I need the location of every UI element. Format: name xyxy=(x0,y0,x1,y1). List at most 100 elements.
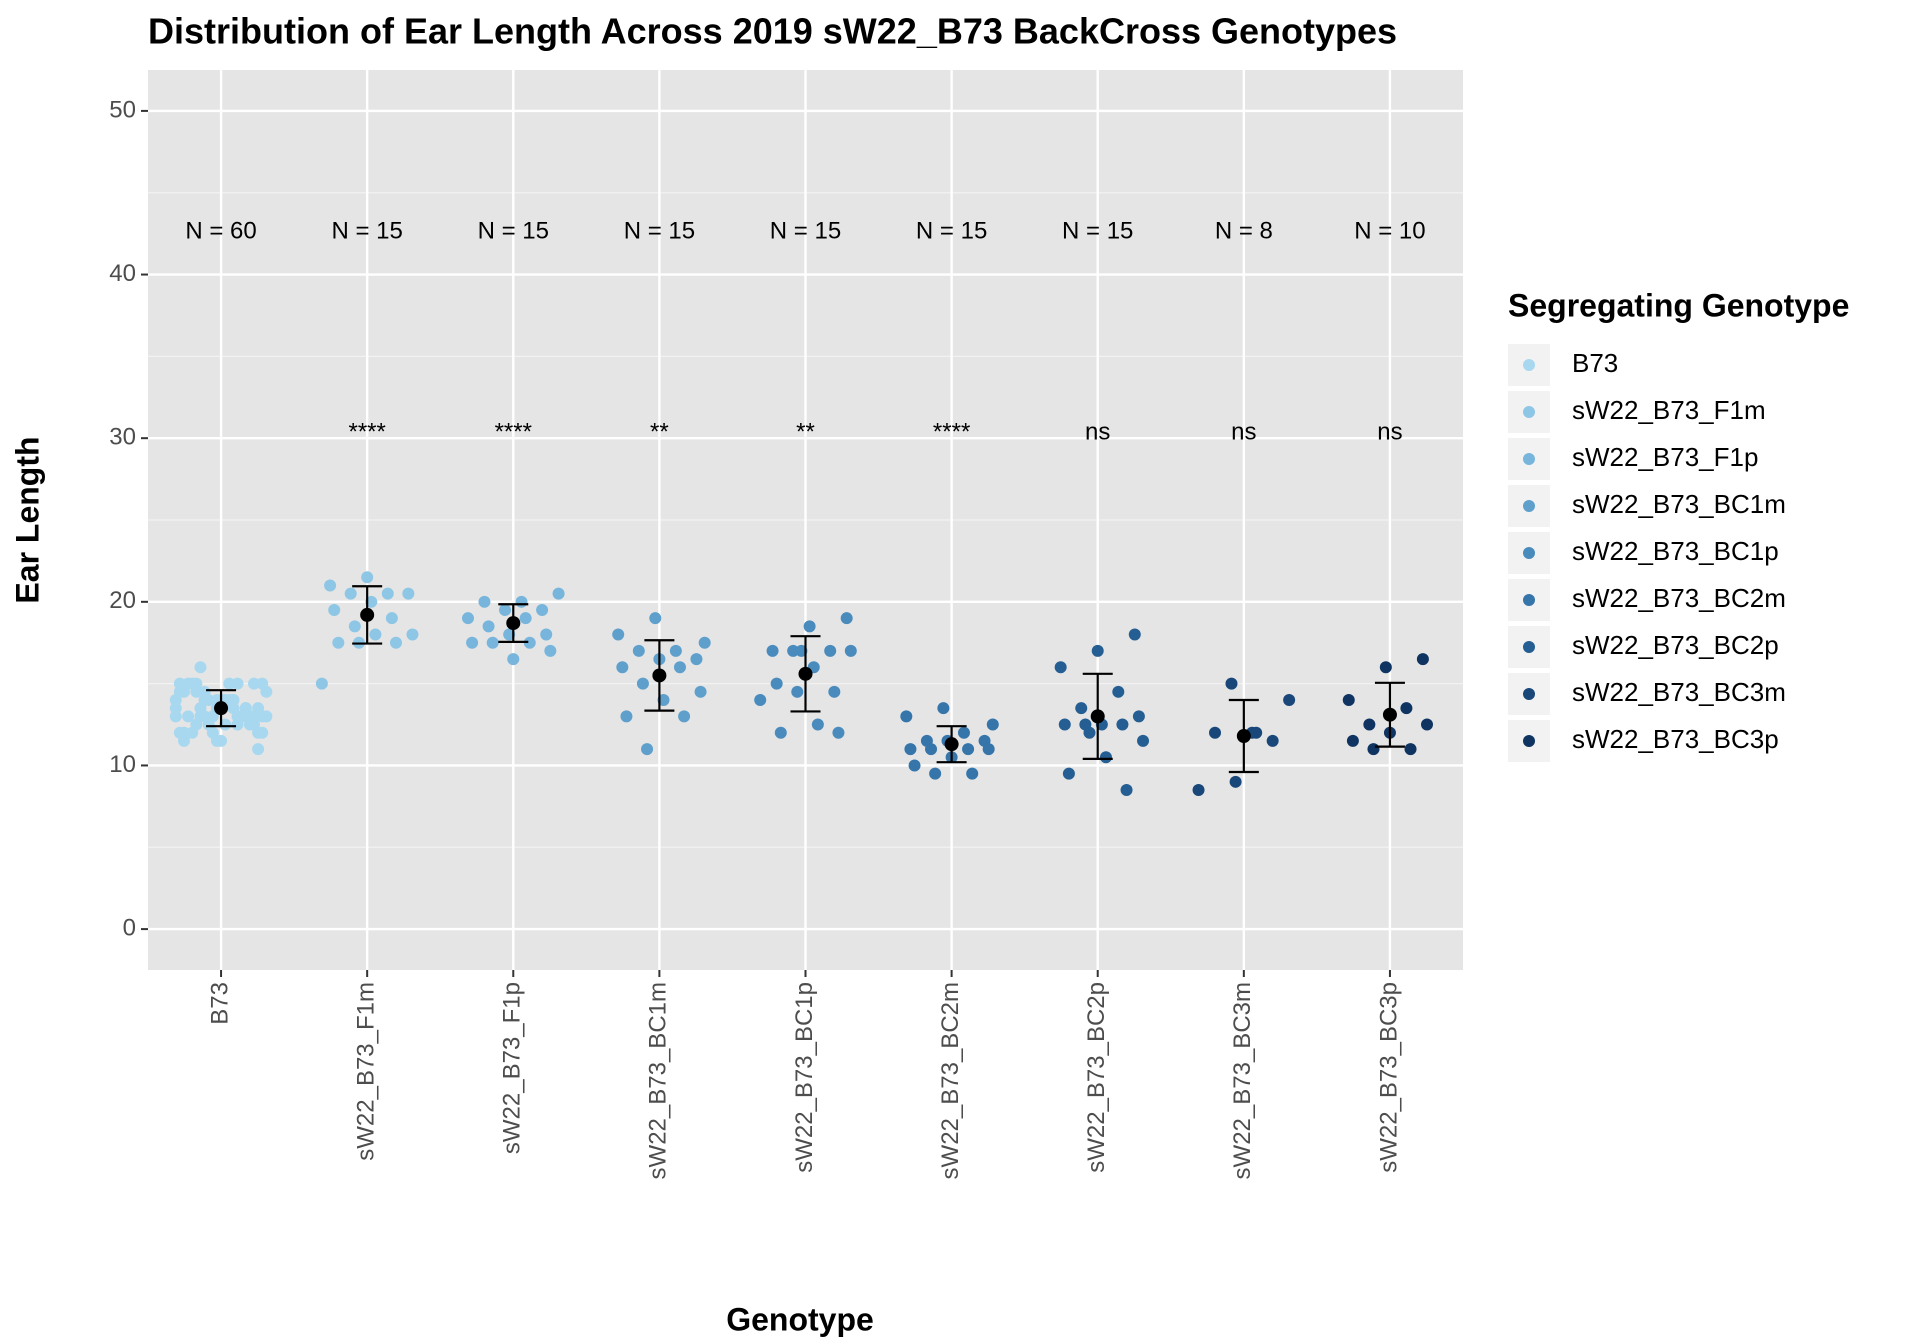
data-point xyxy=(544,644,557,657)
data-point xyxy=(482,620,495,633)
data-point xyxy=(1209,726,1222,739)
mean-point xyxy=(1236,729,1251,743)
significance-label: ns xyxy=(1085,418,1110,445)
legend-label: sW22_B73_BC1p xyxy=(1572,536,1779,566)
data-point xyxy=(552,587,565,600)
x-tick-label: sW22_B73_BC2m xyxy=(937,982,964,1179)
data-point xyxy=(381,587,394,600)
data-point xyxy=(1132,710,1145,723)
data-point xyxy=(324,579,337,592)
data-point xyxy=(344,587,357,600)
mean-point xyxy=(1090,709,1105,724)
data-point xyxy=(766,644,779,657)
mean-point xyxy=(214,701,229,716)
data-point xyxy=(361,571,374,584)
significance-label: **** xyxy=(348,418,385,445)
significance-label: ** xyxy=(796,418,815,445)
data-point xyxy=(1116,718,1129,731)
data-point xyxy=(1112,685,1125,698)
legend-label: sW22_B73_BC1m xyxy=(1572,489,1786,519)
legend-swatch xyxy=(1523,594,1535,606)
data-point xyxy=(235,710,248,723)
x-tick-label: B73 xyxy=(206,982,233,1025)
mean-point xyxy=(652,668,667,683)
y-axis-title: Ear Length xyxy=(9,436,45,603)
data-point xyxy=(929,767,942,780)
data-point xyxy=(824,644,837,657)
data-point xyxy=(190,718,203,731)
data-point xyxy=(1091,644,1104,657)
data-point xyxy=(252,726,265,739)
x-tick-label: sW22_B73_BC1p xyxy=(791,982,818,1173)
data-point xyxy=(966,767,979,780)
data-point xyxy=(194,661,207,674)
legend-label: B73 xyxy=(1572,348,1618,378)
legend-swatch xyxy=(1523,453,1535,465)
legend-swatch xyxy=(1523,406,1535,418)
legend-swatch xyxy=(1523,641,1535,653)
legend-swatch xyxy=(1523,735,1535,747)
data-point xyxy=(507,653,520,666)
n-label: N = 15 xyxy=(770,217,841,244)
data-point xyxy=(904,743,917,756)
data-point xyxy=(616,661,629,674)
x-tick-label: sW22_B73_F1m xyxy=(353,982,380,1161)
data-point xyxy=(499,604,512,616)
n-label: N = 15 xyxy=(478,217,549,244)
data-point xyxy=(1229,775,1242,788)
data-point xyxy=(1120,784,1133,796)
data-point xyxy=(206,726,219,739)
data-point xyxy=(219,718,232,731)
data-point xyxy=(937,702,950,715)
legend-label: sW22_B73_BC3m xyxy=(1572,677,1786,707)
n-label: N = 15 xyxy=(331,217,402,244)
data-point xyxy=(478,595,491,608)
data-point xyxy=(540,628,553,641)
n-label: N = 15 xyxy=(916,217,987,244)
chart-title: Distribution of Ear Length Across 2019 s… xyxy=(148,11,1397,52)
legend-label: sW22_B73_BC2m xyxy=(1572,583,1786,613)
data-point xyxy=(925,743,938,756)
data-point xyxy=(832,726,845,739)
legend-label: sW22_B73_F1p xyxy=(1572,442,1758,472)
data-point xyxy=(260,685,273,698)
mean-point xyxy=(360,607,375,622)
data-point xyxy=(986,718,999,731)
n-label: N = 8 xyxy=(1215,217,1273,244)
data-point xyxy=(669,644,682,657)
data-point xyxy=(678,710,691,723)
data-point xyxy=(406,628,419,641)
legend-swatch xyxy=(1523,688,1535,700)
data-point xyxy=(348,620,361,633)
data-point xyxy=(1137,734,1150,747)
legend-swatch xyxy=(1523,547,1535,559)
data-point xyxy=(247,710,260,723)
significance-label: ** xyxy=(650,418,669,445)
data-point xyxy=(194,702,207,715)
data-point xyxy=(1075,702,1088,715)
data-point xyxy=(466,636,479,649)
data-point xyxy=(840,612,853,625)
data-point xyxy=(844,644,857,657)
n-label: N = 15 xyxy=(624,217,695,244)
x-tick-label: sW22_B73_F1p xyxy=(499,982,526,1154)
data-point xyxy=(315,677,328,690)
data-point xyxy=(982,743,995,756)
data-point xyxy=(519,612,532,625)
legend-swatch xyxy=(1523,359,1535,371)
x-tick-label: sW22_B73_BC3m xyxy=(1229,982,1256,1179)
data-point xyxy=(461,612,474,625)
data-point xyxy=(332,636,345,649)
data-point xyxy=(1363,718,1376,731)
data-point xyxy=(1266,734,1279,747)
data-point xyxy=(1379,661,1392,674)
data-point xyxy=(385,612,398,625)
y-tick-label: 0 xyxy=(123,914,136,941)
legend-label: sW22_B73_F1m xyxy=(1572,395,1766,425)
data-point xyxy=(791,685,804,698)
data-point xyxy=(1283,694,1296,706)
data-point xyxy=(795,644,808,657)
data-point xyxy=(247,677,260,690)
data-point xyxy=(1342,694,1355,706)
